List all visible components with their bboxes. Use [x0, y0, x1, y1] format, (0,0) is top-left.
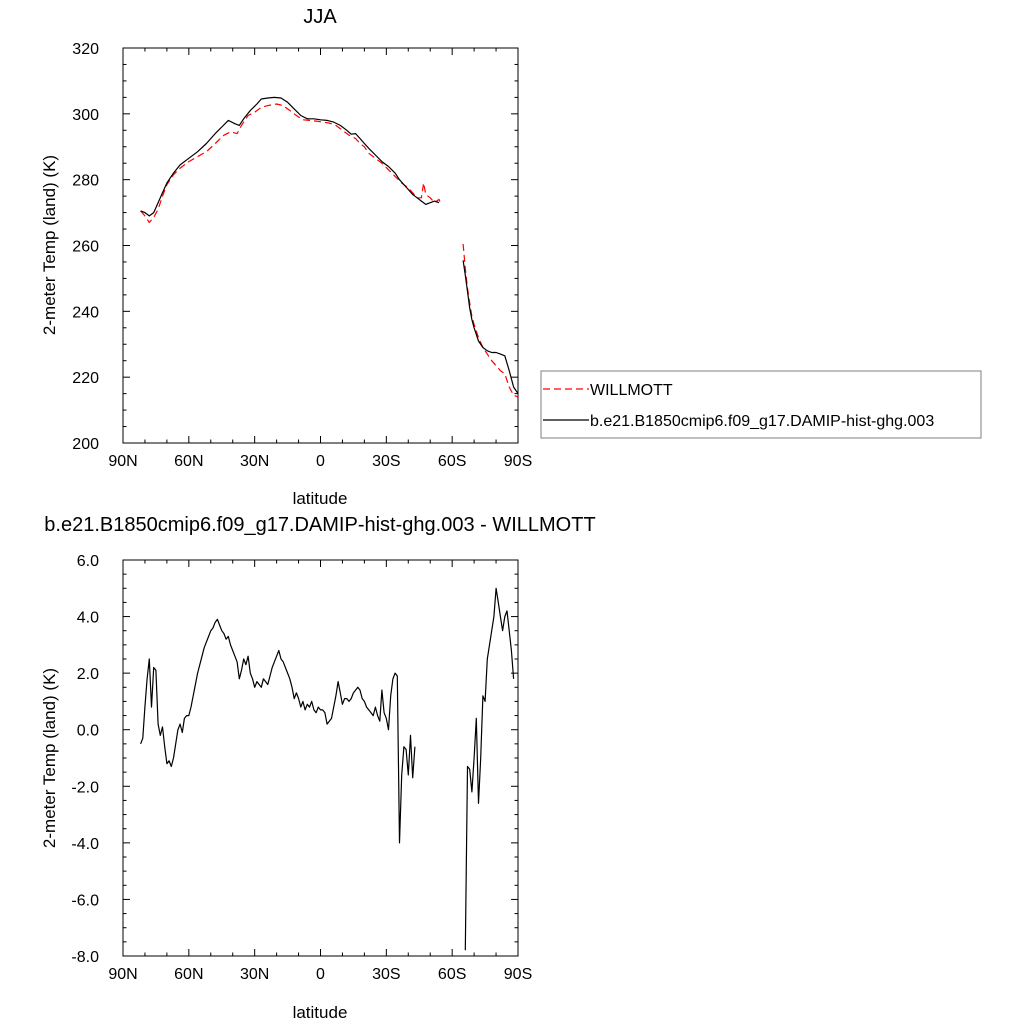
top-y-tick-label: 200	[72, 436, 99, 453]
bottom-y-axis-label: 2-meter Temp (land) (K)	[40, 668, 59, 848]
bottom-y-tick-label: 0.0	[77, 723, 99, 740]
bottom-y-tick-label: -8.0	[71, 949, 99, 966]
bottom-y-tick-label: 4.0	[77, 610, 99, 627]
top-x-axis-label: latitude	[293, 489, 348, 508]
top-plot-frame	[123, 48, 518, 443]
bottom-x-tick-label: 30S	[372, 966, 400, 983]
legend-label-willmott: WILLMOTT	[590, 382, 673, 399]
bottom-y-tick-label: 6.0	[77, 553, 99, 570]
top-x-tick-label: 30S	[372, 453, 400, 470]
top-series-0-line-segment-0	[141, 104, 442, 223]
top-series-1-line-segment-0	[141, 97, 439, 215]
bottom-series	[141, 588, 514, 950]
bottom-x-tick-label: 60N	[174, 966, 203, 983]
top-series	[141, 97, 518, 397]
top-x-tick-label: 60N	[174, 453, 203, 470]
top-x-tick-label: 90N	[108, 453, 137, 470]
bottom-x-axis-label: latitude	[293, 1003, 348, 1022]
top-y-tick-label: 300	[72, 107, 99, 124]
bottom-series-0-line-segment-1	[465, 588, 513, 950]
top-ticks: 90N 60N 30N 0 30S 60S 90S 200 220 240 260 280 300 320	[72, 41, 532, 470]
top-y-tick-label: 220	[72, 370, 99, 387]
top-y-tick-label: 280	[72, 173, 99, 190]
top-y-tick-label: 320	[72, 41, 99, 58]
bottom-chart-title: b.e21.B1850cmip6.f09_g17.DAMIP-hist-ghg.…	[44, 514, 595, 536]
bottom-x-tick-label: 90N	[108, 966, 137, 983]
top-y-tick-label: 260	[72, 239, 99, 256]
bottom-series-0-line-segment-0	[141, 619, 415, 843]
top-x-tick-label: 0	[316, 453, 325, 470]
bottom-ticks: 90N 60N 30N 0 30S 60S 90S -8.0 -6.0 -4.0 -2.0 0.0 2.…	[71, 553, 532, 983]
top-panel: JJA 90N 60N 30N 0 30S 60S 90S 200 220 240 260 280 30…	[40, 6, 532, 508]
bottom-x-tick-label: 30N	[240, 966, 269, 983]
legend: WILLMOTT b.e21.B1850cmip6.f09_g17.DAMIP-…	[541, 371, 981, 438]
top-series-1-line-segment-1	[463, 260, 518, 393]
top-x-tick-label: 90S	[504, 453, 532, 470]
bottom-y-tick-label: -6.0	[71, 892, 99, 909]
top-chart-title: JJA	[303, 6, 337, 28]
top-y-tick-label: 240	[72, 304, 99, 321]
bottom-x-tick-label: 60S	[438, 966, 466, 983]
bottom-y-tick-label: -4.0	[71, 836, 99, 853]
bottom-panel: b.e21.B1850cmip6.f09_g17.DAMIP-hist-ghg.…	[40, 514, 596, 1022]
top-x-tick-label: 60S	[438, 453, 466, 470]
bottom-y-tick-label: -2.0	[71, 779, 99, 796]
top-y-axis-label: 2-meter Temp (land) (K)	[40, 155, 59, 335]
legend-label-model: b.e21.B1850cmip6.f09_g17.DAMIP-hist-ghg.…	[590, 413, 934, 430]
bottom-x-tick-label: 0	[316, 966, 325, 983]
bottom-plot-frame	[123, 560, 518, 956]
top-x-tick-label: 30N	[240, 453, 269, 470]
bottom-y-tick-label: 2.0	[77, 666, 99, 683]
bottom-x-tick-label: 90S	[504, 966, 532, 983]
